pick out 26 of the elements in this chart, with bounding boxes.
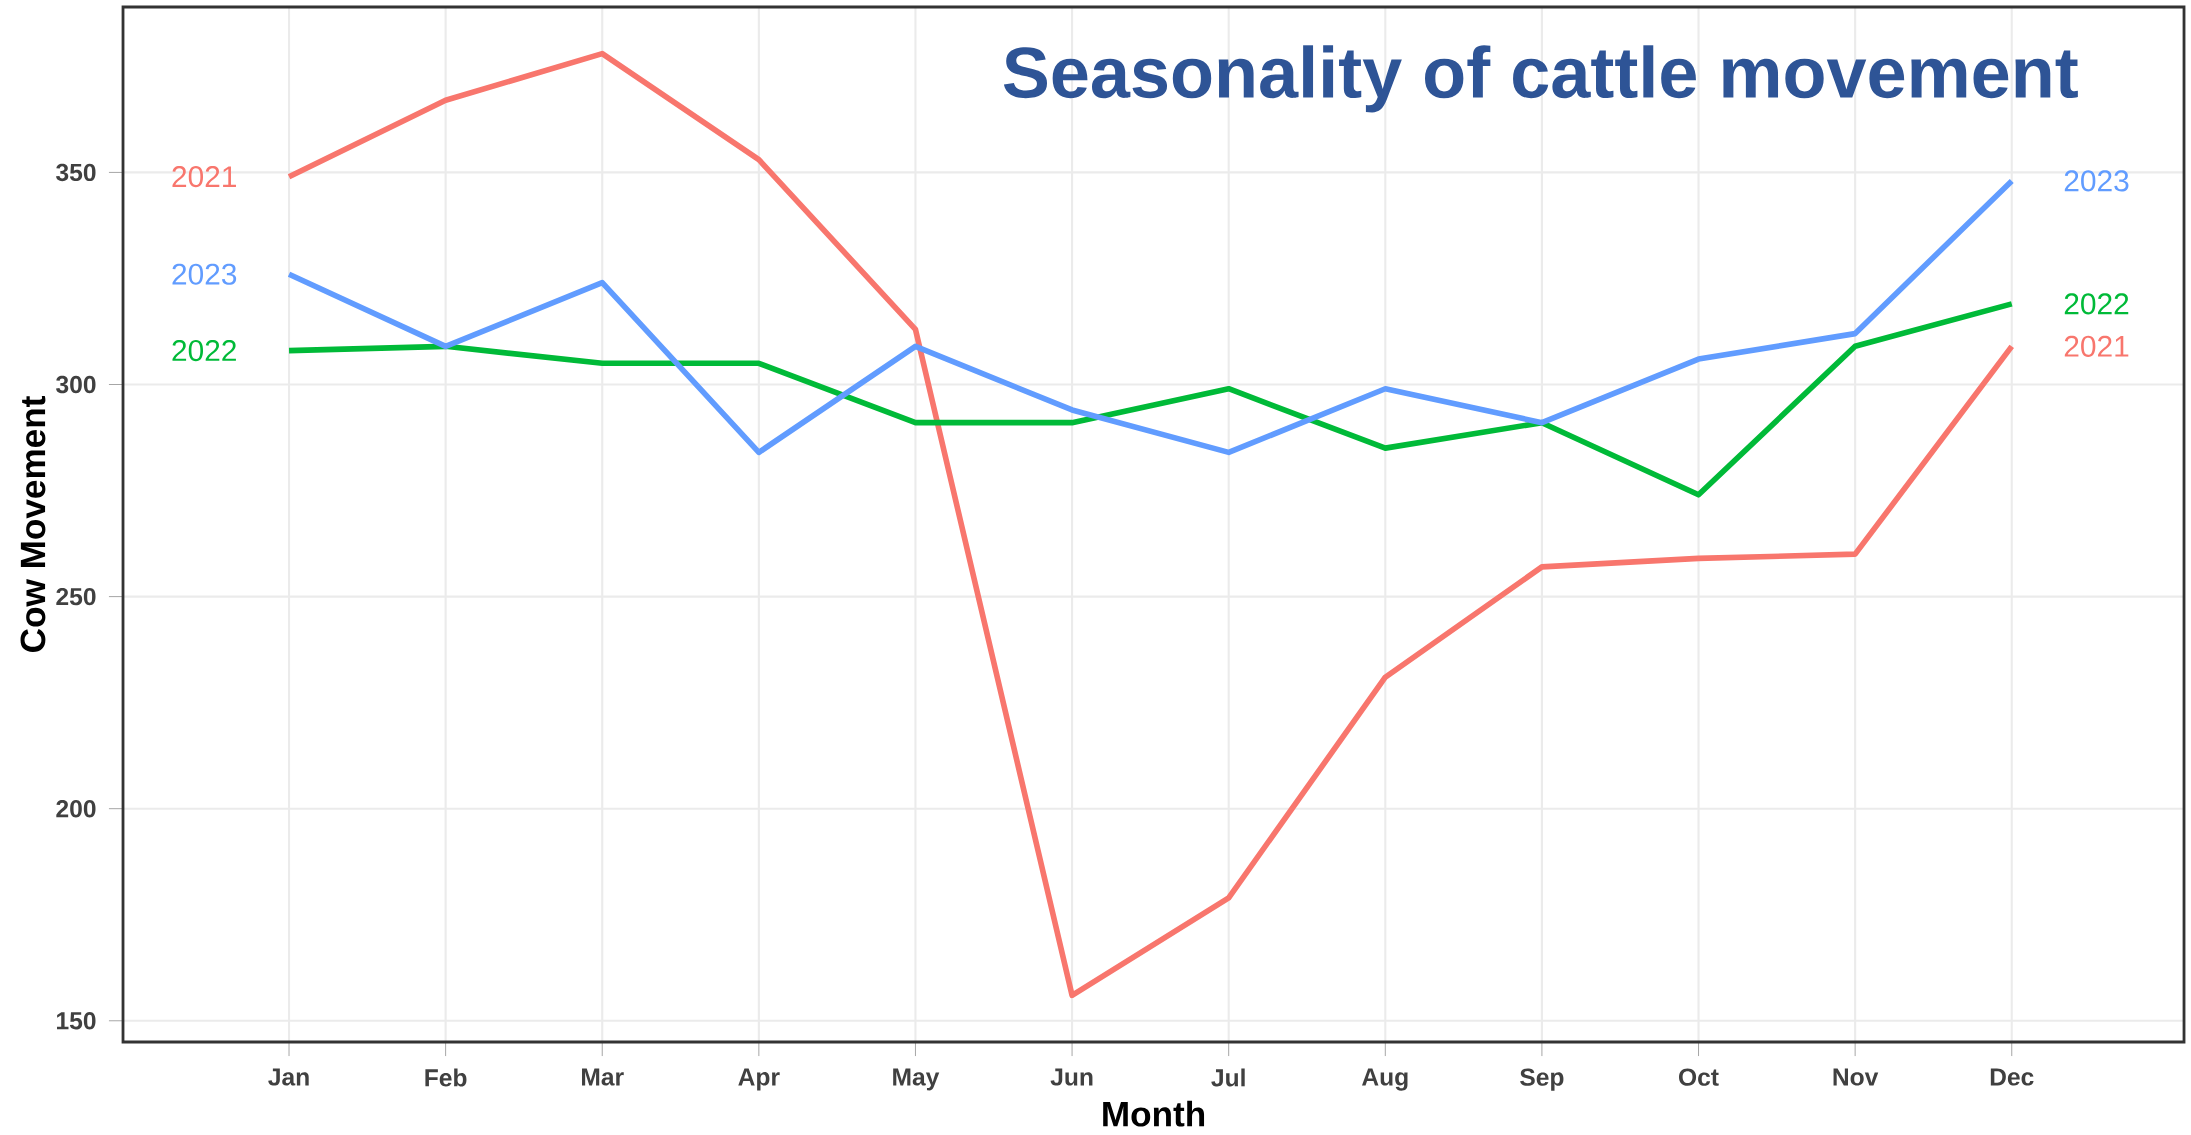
x-tick-label: Nov [1833,1068,1879,1086]
y-tick-label: 350 [56,163,96,182]
text: 2023 [2064,170,2129,192]
series-label: 2021 [172,166,236,188]
x-tick-label: Feb [425,1068,467,1087]
series-label: 2022 [2064,293,2129,315]
chart-title: Seasonality of cattle movement [1003,45,2078,113]
x-tick-label: Jun [1050,1068,1093,1086]
x-tick-label: Aug [1361,1068,1408,1091]
series-label: 2023 [172,263,237,285]
x-tick-label: Oct [1679,1068,1719,1086]
text: 2021 [2064,335,2129,357]
x-tick-label: Dec [1990,1068,2034,1086]
text: 2022 [172,340,236,362]
x-tick-label: Jul [1211,1068,1245,1087]
x-tick-label: May [893,1068,940,1091]
y-tick-label: 300 [56,375,96,394]
x-tick-label: Sep [1520,1068,1564,1091]
x-axis-title: Month [1103,1100,1205,1127]
x-tick-label: Apr [738,1068,780,1091]
y-tick-label: 150 [57,1012,96,1030]
y-tick-label: 200 [56,800,96,818]
x-tick-label: Jan [268,1068,309,1086]
x-tick-label: Mar [582,1068,624,1086]
y-tick-label: 250 [56,587,96,606]
y-axis-title: Cow Movement [20,396,46,652]
